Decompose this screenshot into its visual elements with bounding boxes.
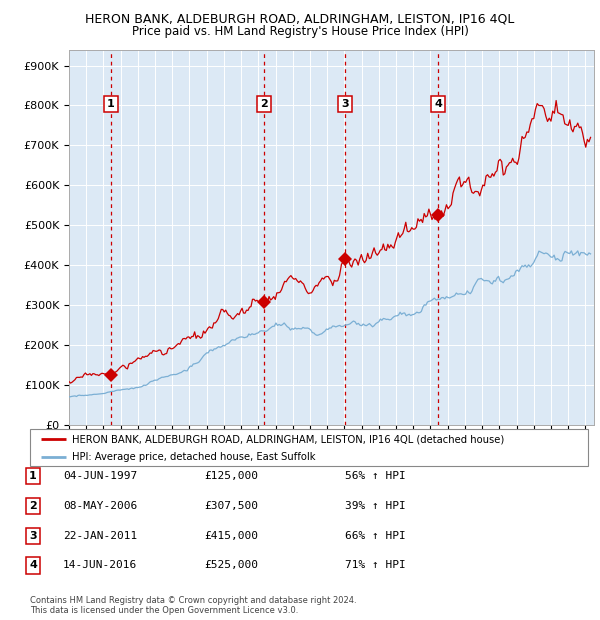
Text: 2: 2 <box>260 99 268 109</box>
Text: £525,000: £525,000 <box>204 560 258 570</box>
Text: 14-JUN-2016: 14-JUN-2016 <box>63 560 137 570</box>
Text: HERON BANK, ALDEBURGH ROAD, ALDRINGHAM, LEISTON, IP16 4QL: HERON BANK, ALDEBURGH ROAD, ALDRINGHAM, … <box>85 12 515 25</box>
Text: 08-MAY-2006: 08-MAY-2006 <box>63 501 137 511</box>
Text: 71% ↑ HPI: 71% ↑ HPI <box>345 560 406 570</box>
Text: HPI: Average price, detached house, East Suffolk: HPI: Average price, detached house, East… <box>72 452 316 462</box>
Text: HERON BANK, ALDEBURGH ROAD, ALDRINGHAM, LEISTON, IP16 4QL (detached house): HERON BANK, ALDEBURGH ROAD, ALDRINGHAM, … <box>72 434 504 444</box>
Text: 3: 3 <box>29 531 37 541</box>
Text: 3: 3 <box>341 99 349 109</box>
Text: £125,000: £125,000 <box>204 471 258 481</box>
Text: 39% ↑ HPI: 39% ↑ HPI <box>345 501 406 511</box>
Text: Contains HM Land Registry data © Crown copyright and database right 2024.
This d: Contains HM Land Registry data © Crown c… <box>30 596 356 615</box>
Text: 04-JUN-1997: 04-JUN-1997 <box>63 471 137 481</box>
Text: 1: 1 <box>107 99 115 109</box>
Text: 2: 2 <box>29 501 37 511</box>
Text: 1: 1 <box>29 471 37 481</box>
Text: £415,000: £415,000 <box>204 531 258 541</box>
Text: £307,500: £307,500 <box>204 501 258 511</box>
Text: 22-JAN-2011: 22-JAN-2011 <box>63 531 137 541</box>
Text: 66% ↑ HPI: 66% ↑ HPI <box>345 531 406 541</box>
Text: 56% ↑ HPI: 56% ↑ HPI <box>345 471 406 481</box>
Text: Price paid vs. HM Land Registry's House Price Index (HPI): Price paid vs. HM Land Registry's House … <box>131 25 469 38</box>
Text: 4: 4 <box>434 99 442 109</box>
Text: 4: 4 <box>29 560 37 570</box>
FancyBboxPatch shape <box>30 429 588 466</box>
